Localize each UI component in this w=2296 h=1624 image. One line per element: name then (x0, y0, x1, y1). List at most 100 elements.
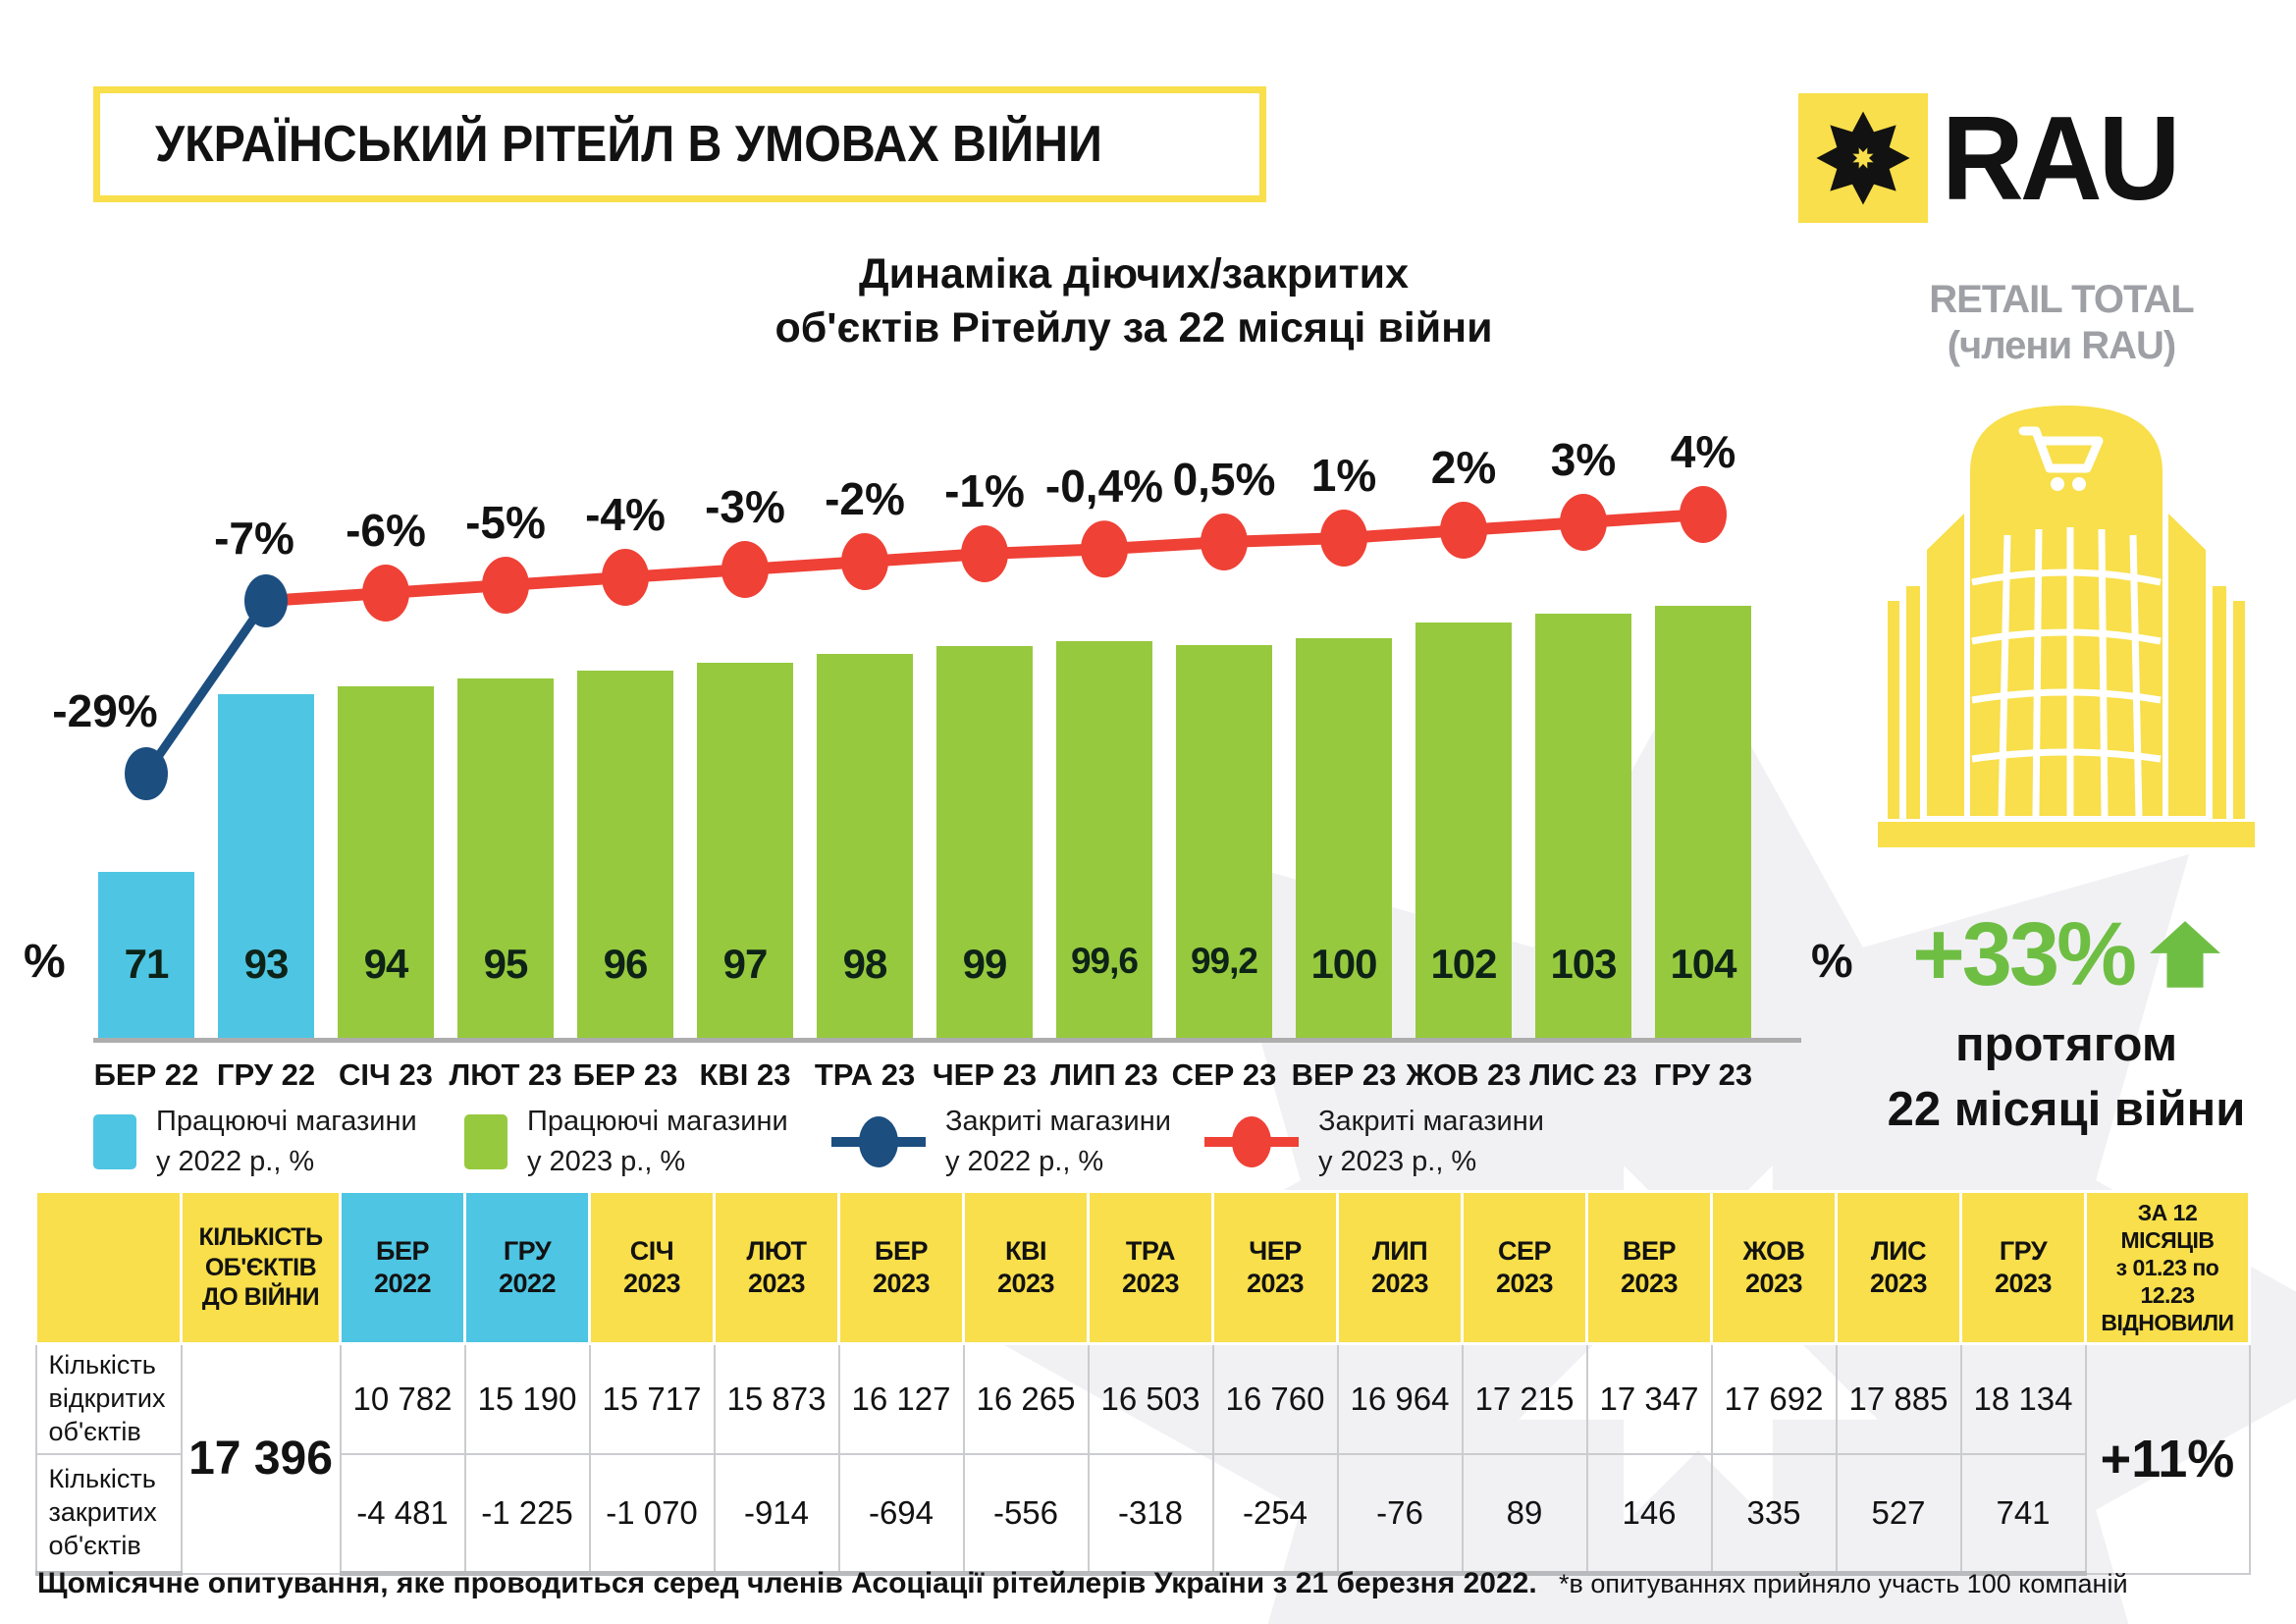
legend-item-green: Працюючі магазини у 2023 р., % (464, 1102, 788, 1182)
x-axis-label: ЖОВ 23 (1406, 1057, 1522, 1092)
table-header-БЕР-2022: БЕР 2022 (339, 1189, 466, 1346)
bar-value-label: 99,6 (1070, 941, 1139, 981)
table-row: Кількість відкритих об'єктів 17 396 10 782… (34, 1342, 2251, 1575)
table-row: Кількість закритих об'єктів -4 481 -1 225-… (34, 1452, 2250, 1577)
bar-ЧЕР 23 (936, 646, 1033, 1041)
bar-ВЕР 23 (1296, 638, 1392, 1041)
table-cell: 17 692 (1710, 1342, 1838, 1455)
bar-СЕР 23 (1176, 644, 1272, 1041)
x-axis-label: ГРУ 23 (1653, 1057, 1753, 1092)
table-cell: 89 (1461, 1452, 1588, 1577)
shopping-cart-icon (2018, 426, 2104, 491)
table-cell: -1 225 (463, 1452, 591, 1577)
table-cell: 16 760 (1211, 1342, 1339, 1455)
x-axis-label: ТРА 23 (814, 1057, 916, 1092)
chart-legend: Працюючі магазини у 2022 р., % Працюючі ма… (0, 1102, 2296, 1180)
bar-value-label: 95 (483, 941, 529, 987)
bar-СІЧ 23 (338, 686, 434, 1041)
bar-value-label: 93 (243, 941, 290, 987)
line-value-label: -5% (465, 497, 546, 548)
page-title: УКРАЇНСЬКИЙ РІТЕЙЛ В УМОВАХ ВІЙНИ (155, 116, 1102, 173)
bar-ЛЮТ 23 (457, 678, 554, 1041)
growth-block: +33% протягом 22 місяці війни (1860, 903, 2272, 1142)
legend-item-red: Закриті магазини у 2023 р., % (1204, 1102, 1544, 1182)
line-point-ВЕР 23 (1320, 510, 1367, 567)
table-header-prewar: КІЛЬКІСТЬ ОБ'ЄКТІВ ДО ВІЙНИ (180, 1189, 342, 1346)
table-cell: 17 347 (1585, 1342, 1713, 1455)
table-cell: 146 (1585, 1452, 1713, 1577)
table-cell: 527 (1835, 1452, 1962, 1577)
line-point-ЧЕР 23 (961, 525, 1008, 582)
growth-caption: протягом 22 місяці війни (1860, 1012, 2272, 1142)
retail-total-line2: (члени RAU) (1947, 324, 2177, 368)
table-header-ЛЮТ-2023: ЛЮТ 2023 (713, 1189, 840, 1346)
table-header-ЛИС-2023: ЛИС 2023 (1835, 1189, 1962, 1346)
bar-ЖОВ 23 (1415, 622, 1512, 1041)
table-cell: -4 481 (339, 1452, 466, 1577)
chart-title-line1: Динаміка діючих/закритих (858, 250, 1410, 298)
recovered-percent-value: +11% (2084, 1342, 2251, 1575)
table-cell: 16 127 (837, 1342, 965, 1455)
line-value-label: -3% (705, 481, 785, 532)
table-row-label: Кількість відкритих об'єктів (34, 1342, 183, 1455)
x-axis-line (93, 1038, 1801, 1043)
line-value-label: 3% (1551, 434, 1616, 485)
line-point-СІЧ 23 (362, 565, 409, 622)
footnote-aside: *в опитуваннях прийняло участь 100 компа… (1559, 1569, 2128, 1598)
table-cell: -694 (837, 1452, 965, 1577)
legend-swatch-icon (93, 1114, 136, 1170)
line-value-label: -6% (346, 505, 426, 556)
line-value-label: 0,5% (1173, 454, 1276, 505)
up-arrow-icon (2149, 920, 2220, 988)
bar-value-label: 99,2 (1190, 941, 1258, 981)
bar-БЕР 23 (577, 670, 673, 1041)
line-value-label: 1% (1311, 450, 1376, 501)
table-header-СІЧ-2023: СІЧ 2023 (588, 1189, 716, 1346)
chart-title-line2: об'єктів Рітейлу за 22 місяці війни (774, 304, 1493, 352)
table-header-ГРУ-2022: ГРУ 2022 (463, 1189, 591, 1346)
y-axis-unit-left: % (24, 936, 66, 988)
bar-value-label: 104 (1670, 941, 1736, 987)
growth-caption-line1: протягом (1954, 1018, 2178, 1071)
table-header-ЧЕР-2023: ЧЕР 2023 (1211, 1189, 1339, 1346)
line-value-label: -4% (585, 489, 666, 540)
line-point-ГРУ 23 (1680, 486, 1727, 543)
legend-marker-icon (1204, 1116, 1299, 1168)
table-header-row: КІЛЬКІСТЬ ОБ'ЄКТІВ ДО ВІЙНИ БЕР 2022 ГРУ 202… (34, 1189, 2251, 1346)
table-cell: -556 (962, 1452, 1090, 1577)
table-header-ТРА-2023: ТРА 2023 (1087, 1189, 1214, 1346)
x-axis-label: ЛИС 23 (1529, 1057, 1637, 1092)
bar-value-label: 102 (1430, 941, 1497, 987)
line-value-label: -0,4% (1045, 460, 1163, 512)
line-value-label: -29% (52, 685, 157, 736)
legend-swatch-icon (464, 1114, 507, 1170)
table-cell: -1 070 (588, 1452, 716, 1577)
bar-value-label: 96 (603, 941, 649, 987)
table-header-recovered: ЗА 12 МІСЯЦІВ з 01.23 по 12.23 ВІДНОВИЛИ (2084, 1189, 2251, 1346)
table-header-ГРУ-2023: ГРУ 2023 (1959, 1189, 2087, 1346)
line-point-ЛИП 23 (1081, 520, 1128, 578)
legend-item-navy: Закриті магазини у 2022 р., % (831, 1102, 1171, 1182)
x-axis-label: СЕР 23 (1171, 1057, 1277, 1092)
bar-ГРУ 22 (218, 694, 314, 1041)
bar-ГРУ 23 (1655, 606, 1751, 1041)
table-header-ЛИП-2023: ЛИП 2023 (1336, 1189, 1464, 1346)
legend-item-blue: Працюючі магазини у 2022 р., % (93, 1102, 417, 1182)
retail-total-line1: RETAIL TOTAL (1929, 278, 2194, 321)
line-point-КВІ 23 (721, 541, 769, 598)
table-cell: 10 782 (339, 1342, 466, 1455)
growth-value: +33% (1912, 904, 2137, 1004)
closed-stores-2022-line (142, 598, 270, 777)
table-header-ВЕР-2023: ВЕР 2023 (1585, 1189, 1713, 1346)
table-header-БЕР-2023: БЕР 2023 (837, 1189, 965, 1346)
table-cell: -254 (1211, 1452, 1339, 1577)
table-row-label: Кількість закритих об'єктів (34, 1452, 183, 1577)
line-point-БЕР 22 (125, 747, 168, 800)
growth-caption-line2: 22 місяці війни (1887, 1083, 2246, 1137)
x-axis-label: ГРУ 22 (216, 1057, 316, 1092)
line-point-ЛИС 23 (1560, 494, 1607, 551)
line-point-СЕР 23 (1201, 514, 1248, 570)
